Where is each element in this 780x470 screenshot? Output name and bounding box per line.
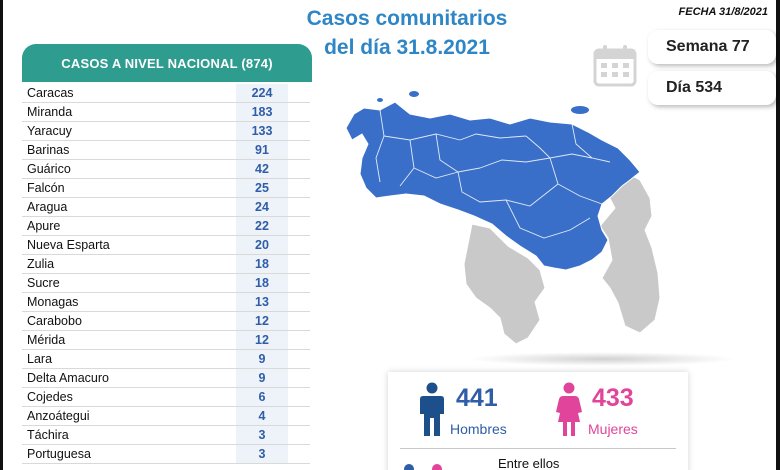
day-badge: Día 534 [648, 71, 776, 105]
week-badge: Semana 77 [648, 30, 776, 64]
table-row: Miranda 183 [22, 103, 310, 122]
woman-icon [556, 382, 582, 436]
state-cases: 12 [236, 331, 288, 349]
state-name: Miranda [22, 103, 232, 121]
table-row: Anzoátegui 4 [22, 407, 310, 426]
state-cases: 24 [236, 198, 288, 216]
state-cases: 9 [236, 369, 288, 387]
state-name: Aragua [22, 198, 232, 216]
map-island-small [409, 91, 419, 97]
table-row: Lara 9 [22, 350, 310, 369]
state-cases: 22 [236, 217, 288, 235]
table-row: Carabobo 12 [22, 312, 310, 331]
state-name: Cojedes [22, 388, 232, 406]
table-row: Zulia 18 [22, 255, 310, 274]
state-cases: 133 [236, 122, 288, 140]
date-label: FECHA 31/8/2021 [678, 6, 768, 18]
state-cases: 91 [236, 141, 288, 159]
map-region-guayana [599, 171, 661, 334]
map-island-small-2 [377, 98, 383, 102]
table-row: Portuguesa 3 [22, 445, 310, 464]
state-name: Mérida [22, 331, 232, 349]
state-cases: 25 [236, 179, 288, 197]
table-row: Aragua 24 [22, 198, 310, 217]
map-region-amazonas [463, 223, 546, 345]
state-name: Portuguesa [22, 445, 232, 463]
state-name: Carabobo [22, 312, 232, 330]
state-name: Monagas [22, 293, 232, 311]
state-name: Anzoátegui [22, 407, 232, 425]
state-cases: 18 [236, 255, 288, 273]
table-row: Apure 22 [22, 217, 310, 236]
table-row: Táchira 3 [22, 426, 310, 445]
state-name: Caracas [22, 84, 232, 102]
state-cases: 20 [236, 236, 288, 254]
state-name: Barinas [22, 141, 232, 159]
state-cases: 42 [236, 160, 288, 178]
state-name: Apure [22, 217, 232, 235]
men-count: 441 [456, 384, 498, 412]
gender-divider [400, 448, 676, 449]
women-count: 433 [592, 384, 634, 412]
table-title: CASOS A NIVEL NACIONAL (874) [22, 44, 312, 82]
table-row: Mérida 12 [22, 331, 310, 350]
map-shadow [468, 352, 738, 366]
page-title: Casos comunitarios del día 31.8.2021 [270, 4, 544, 62]
state-name: Zulia [22, 255, 232, 273]
left-border [0, 0, 3, 470]
table-row: Sucre 18 [22, 274, 310, 293]
right-border [776, 0, 780, 470]
venezuela-map [345, 91, 661, 345]
state-cases: 3 [236, 426, 288, 444]
women-label: Mujeres [588, 421, 638, 437]
state-cases: 183 [236, 103, 288, 121]
table-row: Falcón 25 [22, 179, 310, 198]
state-cases: 9 [236, 350, 288, 368]
title-line-1: Casos comunitarios [306, 7, 508, 30]
table-row: Delta Amacuro 9 [22, 369, 310, 388]
table-row: Monagas 13 [22, 293, 310, 312]
man-icon [420, 382, 444, 436]
state-cases: 4 [236, 407, 288, 425]
mini-man-icon [404, 464, 414, 470]
map-island-margarita [571, 106, 589, 114]
cases-table: Caracas 224 Miranda 183 Yaracuy 133 Barinas 91 G… [22, 84, 310, 464]
state-name: Nueva Esparta [22, 236, 232, 254]
state-cases: 12 [236, 312, 288, 330]
footer-text: Entre ellos [498, 456, 560, 470]
state-cases: 13 [236, 293, 288, 311]
table-row: Nueva Esparta 20 [22, 236, 310, 255]
state-name: Yaracuy [22, 122, 232, 140]
state-cases: 224 [236, 84, 288, 102]
state-name: Lara [22, 350, 232, 368]
table-row: Guárico 42 [22, 160, 310, 179]
state-cases: 6 [236, 388, 288, 406]
state-name: Delta Amacuro [22, 369, 232, 387]
men-label: Hombres [450, 421, 507, 437]
table-row: Cojedes 6 [22, 388, 310, 407]
table-row: Caracas 224 [22, 84, 310, 103]
state-name: Táchira [22, 426, 232, 444]
title-line-2: del día 31.8.2021 [324, 36, 490, 59]
table-row: Barinas 91 [22, 141, 310, 160]
state-cases: 18 [236, 274, 288, 292]
state-name: Falcón [22, 179, 232, 197]
map-region-main [345, 101, 641, 271]
mini-woman-icon [432, 464, 442, 470]
table-row: Yaracuy 133 [22, 122, 310, 141]
calendar-icon [593, 45, 637, 87]
state-name: Guárico [22, 160, 232, 178]
state-cases: 3 [236, 445, 288, 463]
state-name: Sucre [22, 274, 232, 292]
